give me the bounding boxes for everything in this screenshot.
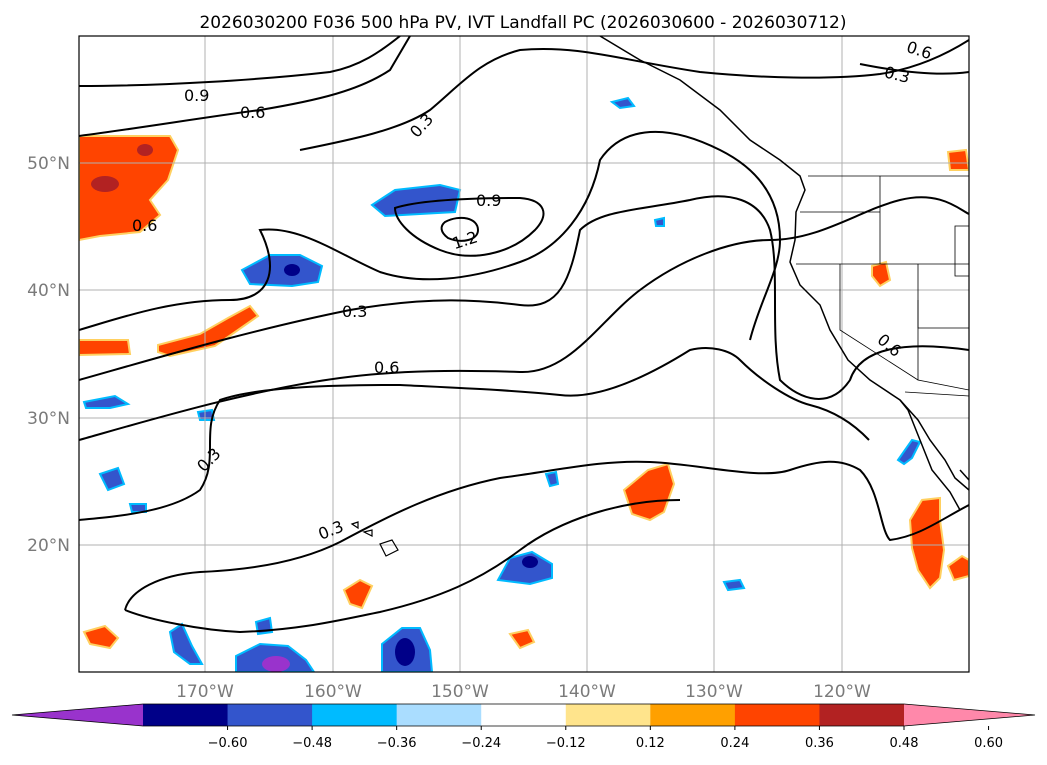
islands [350,521,399,557]
lat-label-50n: 50°N [27,154,70,174]
colorbar-segment [481,704,567,726]
contour-0.6-mid [79,130,782,341]
contour-label: 0.9 [476,191,501,210]
colorbar-segment [650,704,736,726]
colorbar-tick-label: −0.24 [461,736,501,751]
contour-0.9-center [393,196,545,257]
positive-region-baja [908,496,946,590]
negative-core-west-mid [284,264,300,276]
colorbar-tick-label: −0.60 [208,736,248,751]
coastlines [599,36,969,511]
colorbar-tick-label: 0.12 [636,736,665,751]
negative-region-tiny-5 [653,216,665,227]
positive-region-west-north [79,135,180,242]
lat-label-20n: 20°N [27,536,70,556]
negative-region-tiny-1 [722,578,746,592]
negative-region-tiny-2 [544,470,560,488]
positive-core-west-north [91,176,119,192]
negative-region-small-west-2 [98,466,126,492]
positive-region-small-3 [508,628,536,650]
contour-0.3-south-inner [124,499,681,634]
colorbar-tick-label: 0.24 [720,736,749,751]
positive-region-band [157,304,260,358]
contour-label: 0.6 [240,103,265,122]
contour-label: 0.9 [184,86,209,105]
negative-region-west-mid [240,254,324,288]
border-nv [839,264,919,381]
colorbar-segment [819,704,905,726]
contour-0.9-north [79,36,401,87]
lat-label-40n: 40°N [27,281,70,301]
contour-0.3-south [124,460,969,611]
pv-contours [79,36,969,634]
contour-0.3-loop [299,39,969,151]
island-hawaii-3 [350,521,359,530]
colorbar-extend-max [904,704,1035,726]
negative-core-south-west [262,656,290,672]
graticule [79,36,969,672]
border-wy [954,225,969,277]
colorbar-tick-label: −0.48 [292,736,332,751]
colorbar-tick-label: 0.36 [805,736,834,751]
negative-region-bc [609,96,636,110]
positive-region-subtropic-east [622,462,676,522]
colorbar-segment [143,704,229,726]
colorbar-tick-label: −0.12 [546,736,586,751]
state-borders [796,175,969,397]
lon-label-160w: 160°W [304,682,362,702]
positive-region-nevada [871,260,892,288]
positive-core-west-north-2 [137,144,153,156]
island-hawaii-2 [362,529,373,537]
negative-region-small-west [82,394,131,409]
contour-0.3-east [859,63,969,75]
colorbar-extend-min [12,704,143,726]
colorbar-tick-label: 0.60 [974,736,1003,751]
negative-region-socal [896,438,922,466]
lat-label-30n: 30°N [27,409,70,429]
map-title: 2026030200 F036 500 hPa PV, IVT Landfall… [199,13,846,33]
lon-label-130w: 130°W [685,682,743,702]
negative-core-south-center [522,556,538,568]
positive-anomaly-regions [79,135,969,650]
coastline-north-america [599,36,969,491]
contour-0.6-lower [79,196,969,441]
longitude-labels: 170°W 160°W 150°W 140°W 130°W 120°W [176,682,871,702]
positive-region-small-1 [342,578,374,610]
lon-label-150w: 150°W [431,682,489,702]
colorbar-outline [11,703,1036,727]
contour-0.6-north [79,36,411,137]
map-frame [78,35,970,673]
latitude-labels: 50°N 40°N 30°N 20°N [27,154,70,556]
colorbar-segment [396,704,482,726]
contour-0.3-mid [79,195,969,400]
contour-label: 0.3 [342,302,367,321]
colorbar-tick-label: 0.48 [890,736,919,751]
negative-anomaly-regions [82,96,922,672]
colorbar-segment [565,704,651,726]
positive-region-mexico [946,554,969,582]
border-us-mexico [904,391,969,397]
border-ut [917,264,969,329]
negative-core-south-center-2 [395,638,415,666]
lon-label-170w: 170°W [176,682,234,702]
negative-region-central-north [370,183,462,218]
colorbar-segment [734,704,820,726]
island-hawaii-1 [379,539,399,557]
colorbar: −0.60 −0.48 −0.36 −0.24 −0.12 0.12 0.24 0.36 0.4… [11,703,1036,751]
positive-region-west-mid [79,339,132,357]
contour-1.2-center [440,216,480,242]
positive-region-rockies [946,148,969,171]
contour-0.3-lower [79,347,870,521]
colorbar-tick-label: −0.36 [377,736,417,751]
contour-label: 0.6 [374,358,399,377]
colorbar-segment [227,704,313,726]
coastline-baja [899,399,961,511]
coastline-mexico-mainland [959,469,969,481]
lon-label-140w: 140°W [558,682,616,702]
positive-region-small-2 [82,624,120,650]
contour-label: 0.6 [132,216,157,235]
lon-label-120w: 120°W [813,682,871,702]
colorbar-segment [312,704,398,726]
